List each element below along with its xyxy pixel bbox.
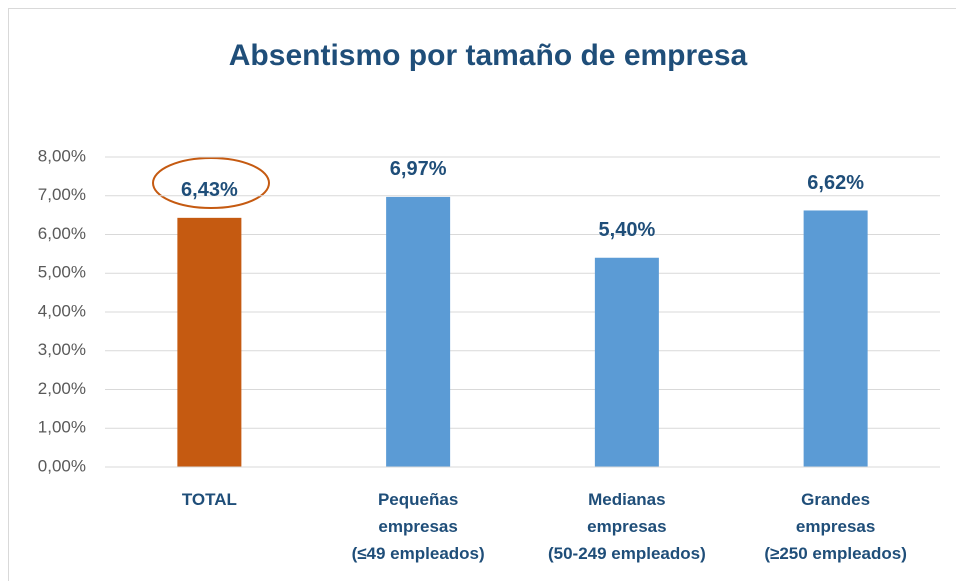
y-tick-label: 8,00%: [38, 146, 86, 165]
y-tick-label: 6,00%: [38, 224, 86, 243]
x-tick-label: Medianas empresas (50-249 empleados): [547, 490, 706, 563]
data-label: 6,43%: [181, 179, 238, 201]
bar: [177, 217, 242, 467]
y-tick-label: 1,00%: [38, 418, 86, 437]
chart-border: [8, 8, 956, 581]
x-tick-label: Grandes empresas (≥250 empleados): [764, 490, 907, 563]
data-label: 6,62%: [807, 172, 864, 194]
y-tick-label: 3,00%: [38, 340, 86, 359]
y-tick-label: 2,00%: [38, 379, 86, 398]
y-tick-label: 0,00%: [38, 456, 86, 475]
data-label: 5,40%: [599, 219, 656, 241]
data-label: 6,97%: [390, 158, 447, 180]
bar: [803, 210, 868, 467]
y-tick-label: 4,00%: [38, 301, 86, 320]
x-tick-label: Pequeñas empresas (≤49 empleados): [351, 490, 485, 563]
highlight-ellipse: [152, 157, 270, 209]
y-tick-label: 7,00%: [38, 185, 86, 204]
chart-title: Absentismo por tamaño de empresa: [229, 39, 748, 72]
bar: [594, 257, 659, 467]
y-tick-label: 5,00%: [38, 263, 86, 282]
x-tick-label: TOTAL: [181, 490, 237, 509]
bar: [386, 196, 451, 467]
